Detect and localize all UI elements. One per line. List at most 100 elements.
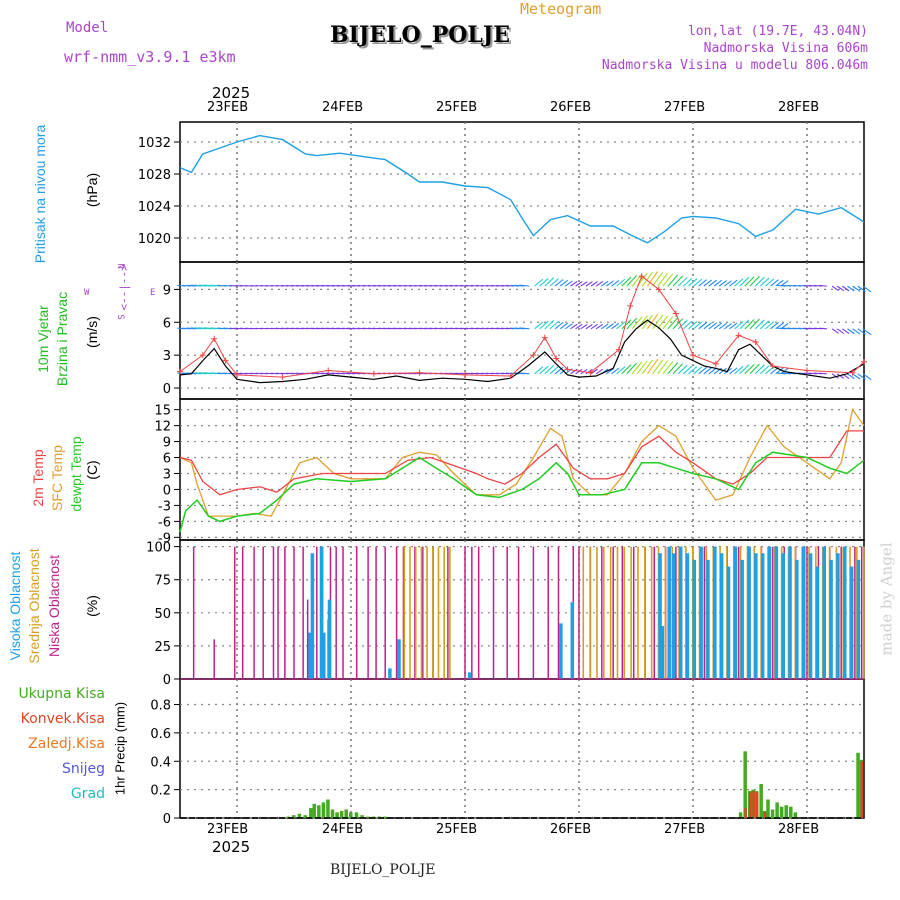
wind-arrow <box>759 277 770 287</box>
wind-arrow <box>713 279 722 287</box>
precip-bar <box>309 808 313 818</box>
bottom-date-label: 26FEB <box>550 822 592 837</box>
y-tick-label: 0 <box>163 812 171 827</box>
wind-gust-marker <box>587 369 594 376</box>
wind-arrow <box>724 323 732 330</box>
wind-arrow <box>616 278 626 287</box>
wind-arrow <box>570 280 578 287</box>
precip-bar <box>779 806 784 818</box>
wind-arrow <box>831 285 839 292</box>
wind-arrow <box>744 319 755 330</box>
wind-arrow <box>780 322 789 330</box>
wind-arrow <box>667 274 679 287</box>
precip-bar <box>349 812 353 818</box>
precip-bar <box>354 812 359 818</box>
wind-gust-marker <box>690 352 696 359</box>
wind-arrow <box>744 276 755 287</box>
wind-arrow <box>580 281 588 287</box>
wind-arrow <box>682 277 693 287</box>
wind-arrow <box>534 278 544 287</box>
wind-arrow <box>539 320 549 330</box>
wind-arrow <box>595 281 604 287</box>
wind-arrow <box>842 328 850 335</box>
y-tick-label: 100 <box>146 541 171 556</box>
wind-gust-marker <box>370 370 377 377</box>
wind-gust-marker <box>638 273 645 280</box>
precip-bar <box>775 802 779 818</box>
wind-arrow <box>600 323 609 330</box>
wind-arrow <box>580 323 588 330</box>
wind-gust-marker <box>222 357 229 364</box>
wind-arrow <box>718 280 727 287</box>
wind-arrow <box>657 272 669 287</box>
top-date-label: 25FEB <box>436 100 478 115</box>
wind-arrow <box>819 327 827 330</box>
y-tick-label: -6 <box>158 515 171 530</box>
precip-bar <box>383 816 387 818</box>
wind-arrow <box>570 323 578 330</box>
wind-arrow <box>544 320 555 330</box>
wind-arrow <box>852 328 861 335</box>
wind-arrow <box>831 328 839 334</box>
y-tick-label: 0 <box>163 673 171 688</box>
y-tick-label: 0.4 <box>150 755 171 770</box>
wind-arrow <box>631 316 643 330</box>
wind-arrow <box>862 328 872 336</box>
wind-arrow <box>693 321 703 330</box>
wind-arrow <box>677 319 688 330</box>
convective-bar <box>744 808 747 818</box>
wind-arrow <box>549 278 559 287</box>
wind-arrow <box>713 367 722 375</box>
wind-gust-marker <box>564 366 571 373</box>
wind-arrows <box>177 271 872 381</box>
wind-gust-marker <box>541 334 548 341</box>
wind-arrow <box>626 362 638 375</box>
wind-arrow <box>621 364 632 375</box>
precip-bar <box>297 813 302 818</box>
wind-arrow <box>606 323 614 330</box>
wind-arrow <box>775 322 784 330</box>
lonlat-text: lon,lat (19.7E, 43.04N) <box>687 24 868 39</box>
wind-arrow <box>729 322 738 330</box>
wind-arrow <box>749 275 760 287</box>
wind-arrow <box>780 280 789 287</box>
y-tick-label: 0 <box>163 382 171 397</box>
wind-arrow <box>575 281 583 287</box>
wind-arrow <box>831 373 839 379</box>
wind-arrow <box>847 285 855 292</box>
wind-arrow <box>688 366 698 375</box>
wind-arrow <box>559 322 569 330</box>
wind-arrow <box>724 280 732 287</box>
precip-bar <box>292 815 296 818</box>
wind-arrow <box>616 321 626 330</box>
bottom-date-label: 23FEB <box>207 822 249 837</box>
wind-arrow <box>662 273 674 287</box>
precip-bar <box>317 805 321 818</box>
precip-bar <box>360 815 364 818</box>
precip-bar <box>770 809 775 818</box>
wind-arrow <box>667 317 679 330</box>
wind-arrow <box>652 271 664 287</box>
wind-arrow <box>693 366 703 375</box>
wind-arrow <box>842 285 850 292</box>
wind-arrow <box>775 367 784 375</box>
precip-legend-convective: Konvek.Kisa <box>20 711 105 727</box>
wind-arrow <box>765 321 775 330</box>
bottom-date-label: 24FEB <box>322 822 364 837</box>
wind-arrow <box>729 367 738 375</box>
top-date-label: 24FEB <box>322 100 364 115</box>
wind-arrow <box>585 368 593 375</box>
wind-arrow <box>636 360 648 375</box>
wind-arrow <box>590 323 598 330</box>
wind-arrow <box>667 362 679 375</box>
wind-arrow <box>770 279 779 287</box>
y-tick-label: 9 <box>163 436 171 451</box>
wind-arrow <box>688 321 698 330</box>
wind-gust-marker <box>211 335 218 342</box>
wind-arrow <box>852 373 861 380</box>
wind-arrow <box>836 328 845 334</box>
wind-arrow <box>641 359 653 375</box>
wind-arrow <box>729 279 738 287</box>
wind-arrow <box>534 321 544 330</box>
